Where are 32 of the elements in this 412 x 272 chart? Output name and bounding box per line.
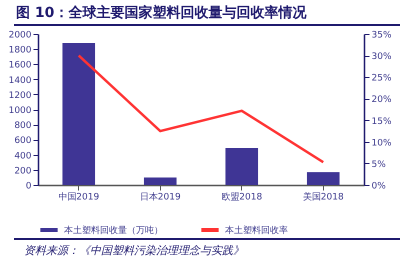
bar xyxy=(144,177,177,185)
y2-tick-label: 30% xyxy=(372,52,392,62)
y2-tick-label: 0% xyxy=(372,182,386,192)
y-tick-label: 1800 xyxy=(8,46,32,56)
bar xyxy=(62,43,96,185)
y2-tick-label: 25% xyxy=(372,74,392,84)
bar xyxy=(306,172,340,185)
y2-tick-label: 20% xyxy=(372,95,392,106)
legend-label: 本土塑料回收率 xyxy=(225,225,288,236)
y-tick-label: 800 xyxy=(14,121,32,132)
y-tick-label: 1600 xyxy=(8,60,32,71)
y-tick-label: 1200 xyxy=(8,90,32,101)
x-tick-label: 美国2018 xyxy=(302,192,344,202)
y2-tick-label: 35% xyxy=(372,30,392,40)
y-tick-label: 200 xyxy=(14,166,32,176)
y-tick-label: 600 xyxy=(14,136,32,146)
y-tick-label: 2000 xyxy=(8,30,32,40)
x-tick-label: 中国2019 xyxy=(58,192,100,202)
y-tick-label: 1400 xyxy=(8,76,32,86)
y-tick-label: 400 xyxy=(14,151,32,162)
y2-tick-label: 10% xyxy=(372,138,392,148)
x-tick-label: 日本2019 xyxy=(140,192,181,202)
chart-title: 图 10：全球主要国家塑料回收量与回收率情况 xyxy=(14,0,400,26)
legend-label: 本土塑料回收量（万吨） xyxy=(64,225,163,236)
y2-tick-label: 5% xyxy=(372,160,386,170)
bar xyxy=(225,148,258,185)
line-series xyxy=(78,54,324,164)
x-tick-label: 欧盟2018 xyxy=(221,192,262,202)
y2-tick-label: 15% xyxy=(372,116,392,127)
y-tick-label: 1000 xyxy=(8,106,32,116)
y-tick-label: 0 xyxy=(26,182,32,192)
text: 资料来源：《中国塑料污染治理理念与实践》 xyxy=(14,238,400,258)
